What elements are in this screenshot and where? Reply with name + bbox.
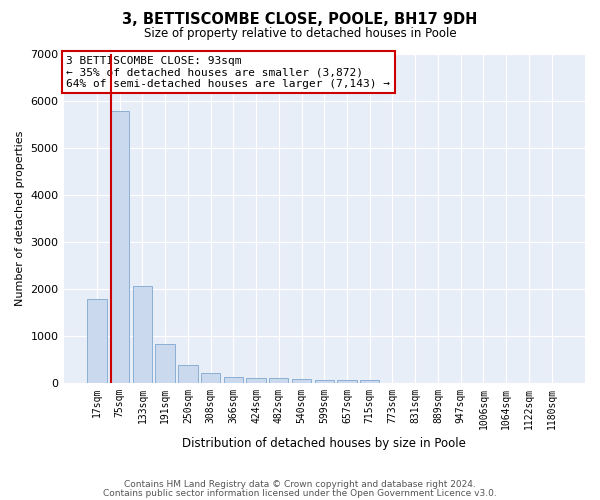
Bar	[201, 373, 220, 382]
Bar	[337, 380, 356, 382]
Bar	[110, 112, 130, 382]
Bar	[360, 380, 379, 382]
Bar	[155, 344, 175, 383]
Text: 3, BETTISCOMBE CLOSE, POOLE, BH17 9DH: 3, BETTISCOMBE CLOSE, POOLE, BH17 9DH	[122, 12, 478, 28]
Text: Contains HM Land Registry data © Crown copyright and database right 2024.: Contains HM Land Registry data © Crown c…	[124, 480, 476, 489]
Text: Size of property relative to detached houses in Poole: Size of property relative to detached ho…	[143, 28, 457, 40]
Bar	[269, 378, 289, 382]
Bar	[87, 299, 107, 382]
Bar	[224, 377, 243, 382]
Bar	[314, 380, 334, 382]
Bar	[178, 366, 197, 382]
X-axis label: Distribution of detached houses by size in Poole: Distribution of detached houses by size …	[182, 437, 466, 450]
Bar	[247, 378, 266, 382]
Text: Contains public sector information licensed under the Open Government Licence v3: Contains public sector information licen…	[103, 488, 497, 498]
Bar	[292, 379, 311, 382]
Bar	[133, 286, 152, 382]
Text: 3 BETTISCOMBE CLOSE: 93sqm
← 35% of detached houses are smaller (3,872)
64% of s: 3 BETTISCOMBE CLOSE: 93sqm ← 35% of deta…	[66, 56, 390, 89]
Y-axis label: Number of detached properties: Number of detached properties	[15, 130, 25, 306]
